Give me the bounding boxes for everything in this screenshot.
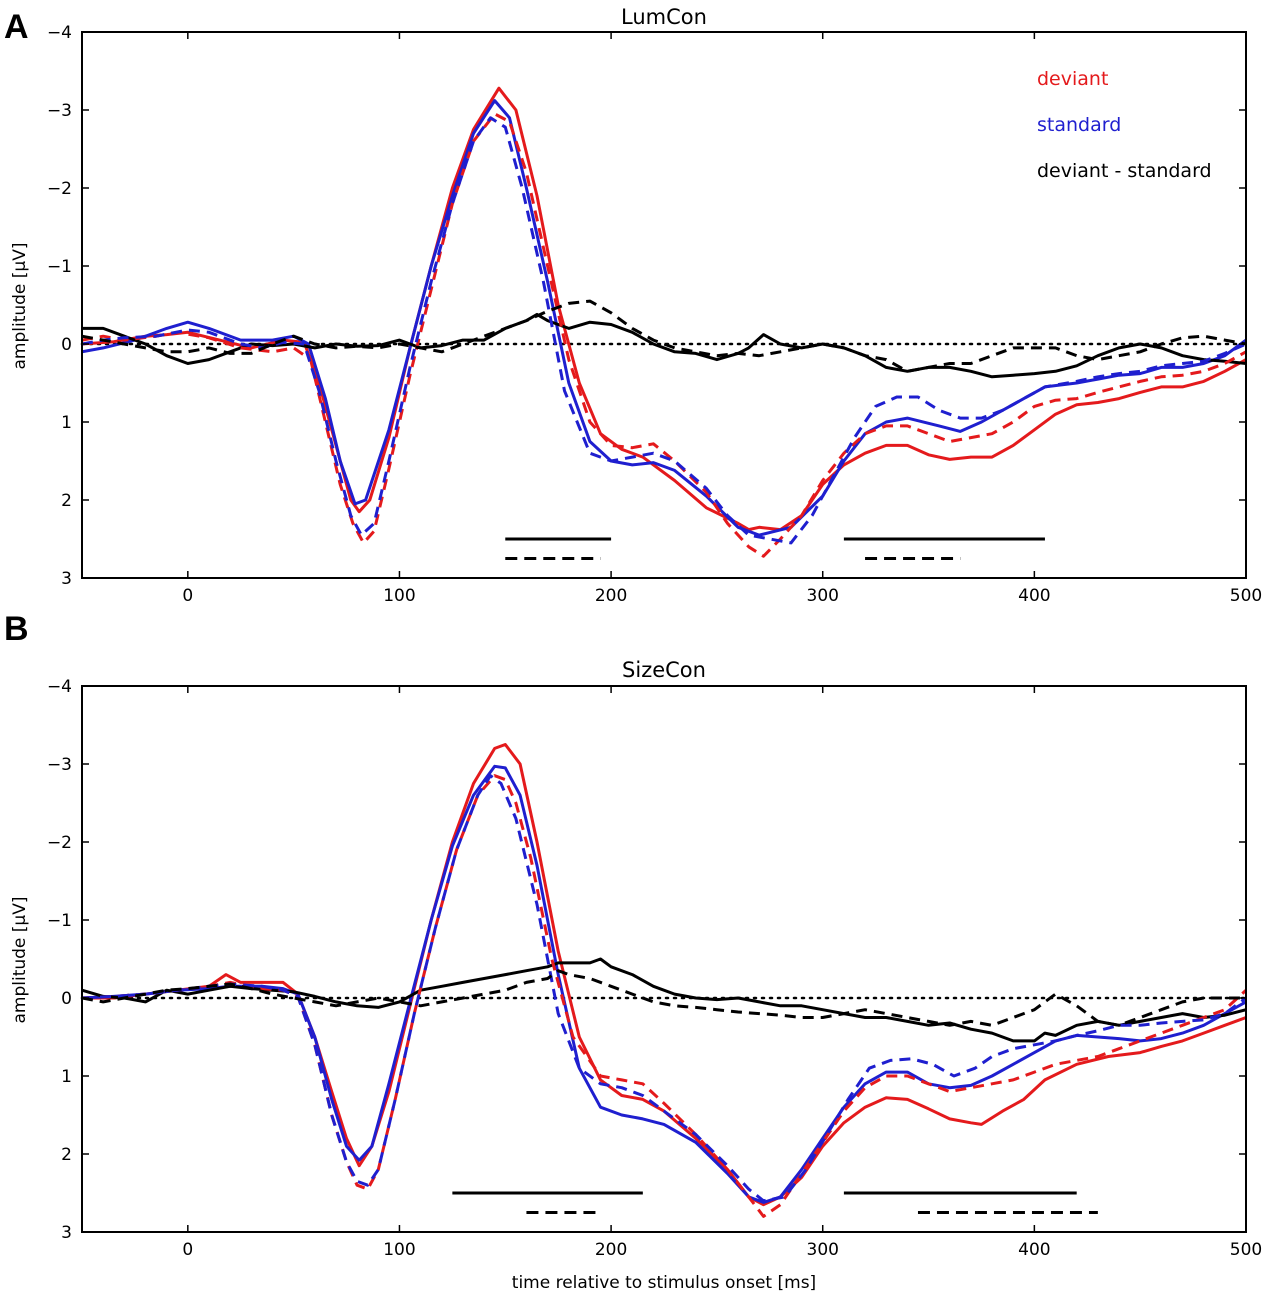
panel-a-series-deviant-standard [82,312,1246,379]
panel-a-series-deviant-standard-dashed [82,299,1246,373]
panel-b-series-standard [82,764,1246,1204]
panel-b-x-tick-label: 0 [182,1240,193,1260]
legend-item-standard: standard [1037,114,1121,136]
x-axis-label: time relative to stimulus onset [ms] [512,1273,816,1293]
panel-a-y-tick-label: 1 [61,413,72,433]
panel-b-y-tick-label: −1 [47,911,72,931]
panel-a-series-standard-dashed [82,116,1246,545]
panel-a: A LumCon amplitude [µV] deviant standard… [4,5,1262,606]
panel-a-x-tick-label: 200 [595,586,627,606]
panel-a-title: LumCon [621,5,707,29]
panel-b-y-axis-label: amplitude [µV] [10,896,30,1023]
panel-a-x-tick-label: 0 [182,586,193,606]
panel-b-title: SizeCon [622,658,706,682]
panel-b-y-tick-label: 0 [61,989,72,1009]
panel-a-y-tick-label: −2 [47,179,72,199]
panel-b-x-tick-label: 200 [595,1240,627,1260]
panel-b-series-deviant-standard-dashed [82,969,1246,1027]
legend: deviant standard deviant - standard [1037,68,1212,182]
panel-b-y-tick-label: 2 [61,1145,72,1165]
panel-a-y-tick-label: 2 [61,491,72,511]
panel-a-series-deviant [82,86,1246,532]
panel-b-y-tick-label: 3 [61,1223,72,1243]
panel-a-y-tick-label: 0 [61,335,72,355]
panel-b: B SizeCon amplitude [µV] 0 100 200 300 400 50… [4,610,1262,1260]
panel-letter-a: A [4,8,29,46]
panel-b-x-tick-label: 100 [383,1240,415,1260]
panel-a-series-group [82,86,1246,558]
legend-item-deviant: deviant [1037,68,1108,90]
panel-a-y-axis-label: amplitude [µV] [10,242,30,369]
panel-a-y-tick-label: −3 [47,101,72,121]
panel-a-series-deviant-dashed [82,112,1246,558]
panel-b-series-standard-dashed [82,774,1246,1203]
panel-b-axes-frame [81,685,1247,1233]
panel-a-y-tick-label: −4 [47,23,72,43]
panel-a-x-tick-label: 300 [807,586,839,606]
panel-letter-b: B [4,610,29,648]
panel-b-x-tick-label: 300 [807,1240,839,1260]
panel-a-x-tick-label: 100 [383,586,415,606]
panel-a-series-standard [82,99,1246,537]
panel-b-y-tick-label: −4 [47,677,72,697]
panel-b-y-tick-label: 1 [61,1067,72,1087]
panel-b-y-tick-label: −3 [47,755,72,775]
panel-b-series-deviant [82,743,1246,1207]
panel-b-x-tick-label: 400 [1018,1240,1050,1260]
panel-b-y-tick-label: −2 [47,833,72,853]
panel-a-axes-frame [81,31,1247,579]
panel-a-x-tick-label: 400 [1018,586,1050,606]
panel-b-x-tick-label: 500 [1230,1240,1262,1260]
legend-item-difference: deviant - standard [1037,160,1212,182]
panel-b-series-deviant-standard [82,957,1246,1043]
panel-a-y-tick-label: −1 [47,257,72,277]
panel-b-series-deviant-dashed [82,774,1246,1218]
panel-a-x-tick-label: 500 [1230,586,1262,606]
panel-b-series-group [82,743,1246,1218]
panel-a-y-tick-label: 3 [61,569,72,589]
